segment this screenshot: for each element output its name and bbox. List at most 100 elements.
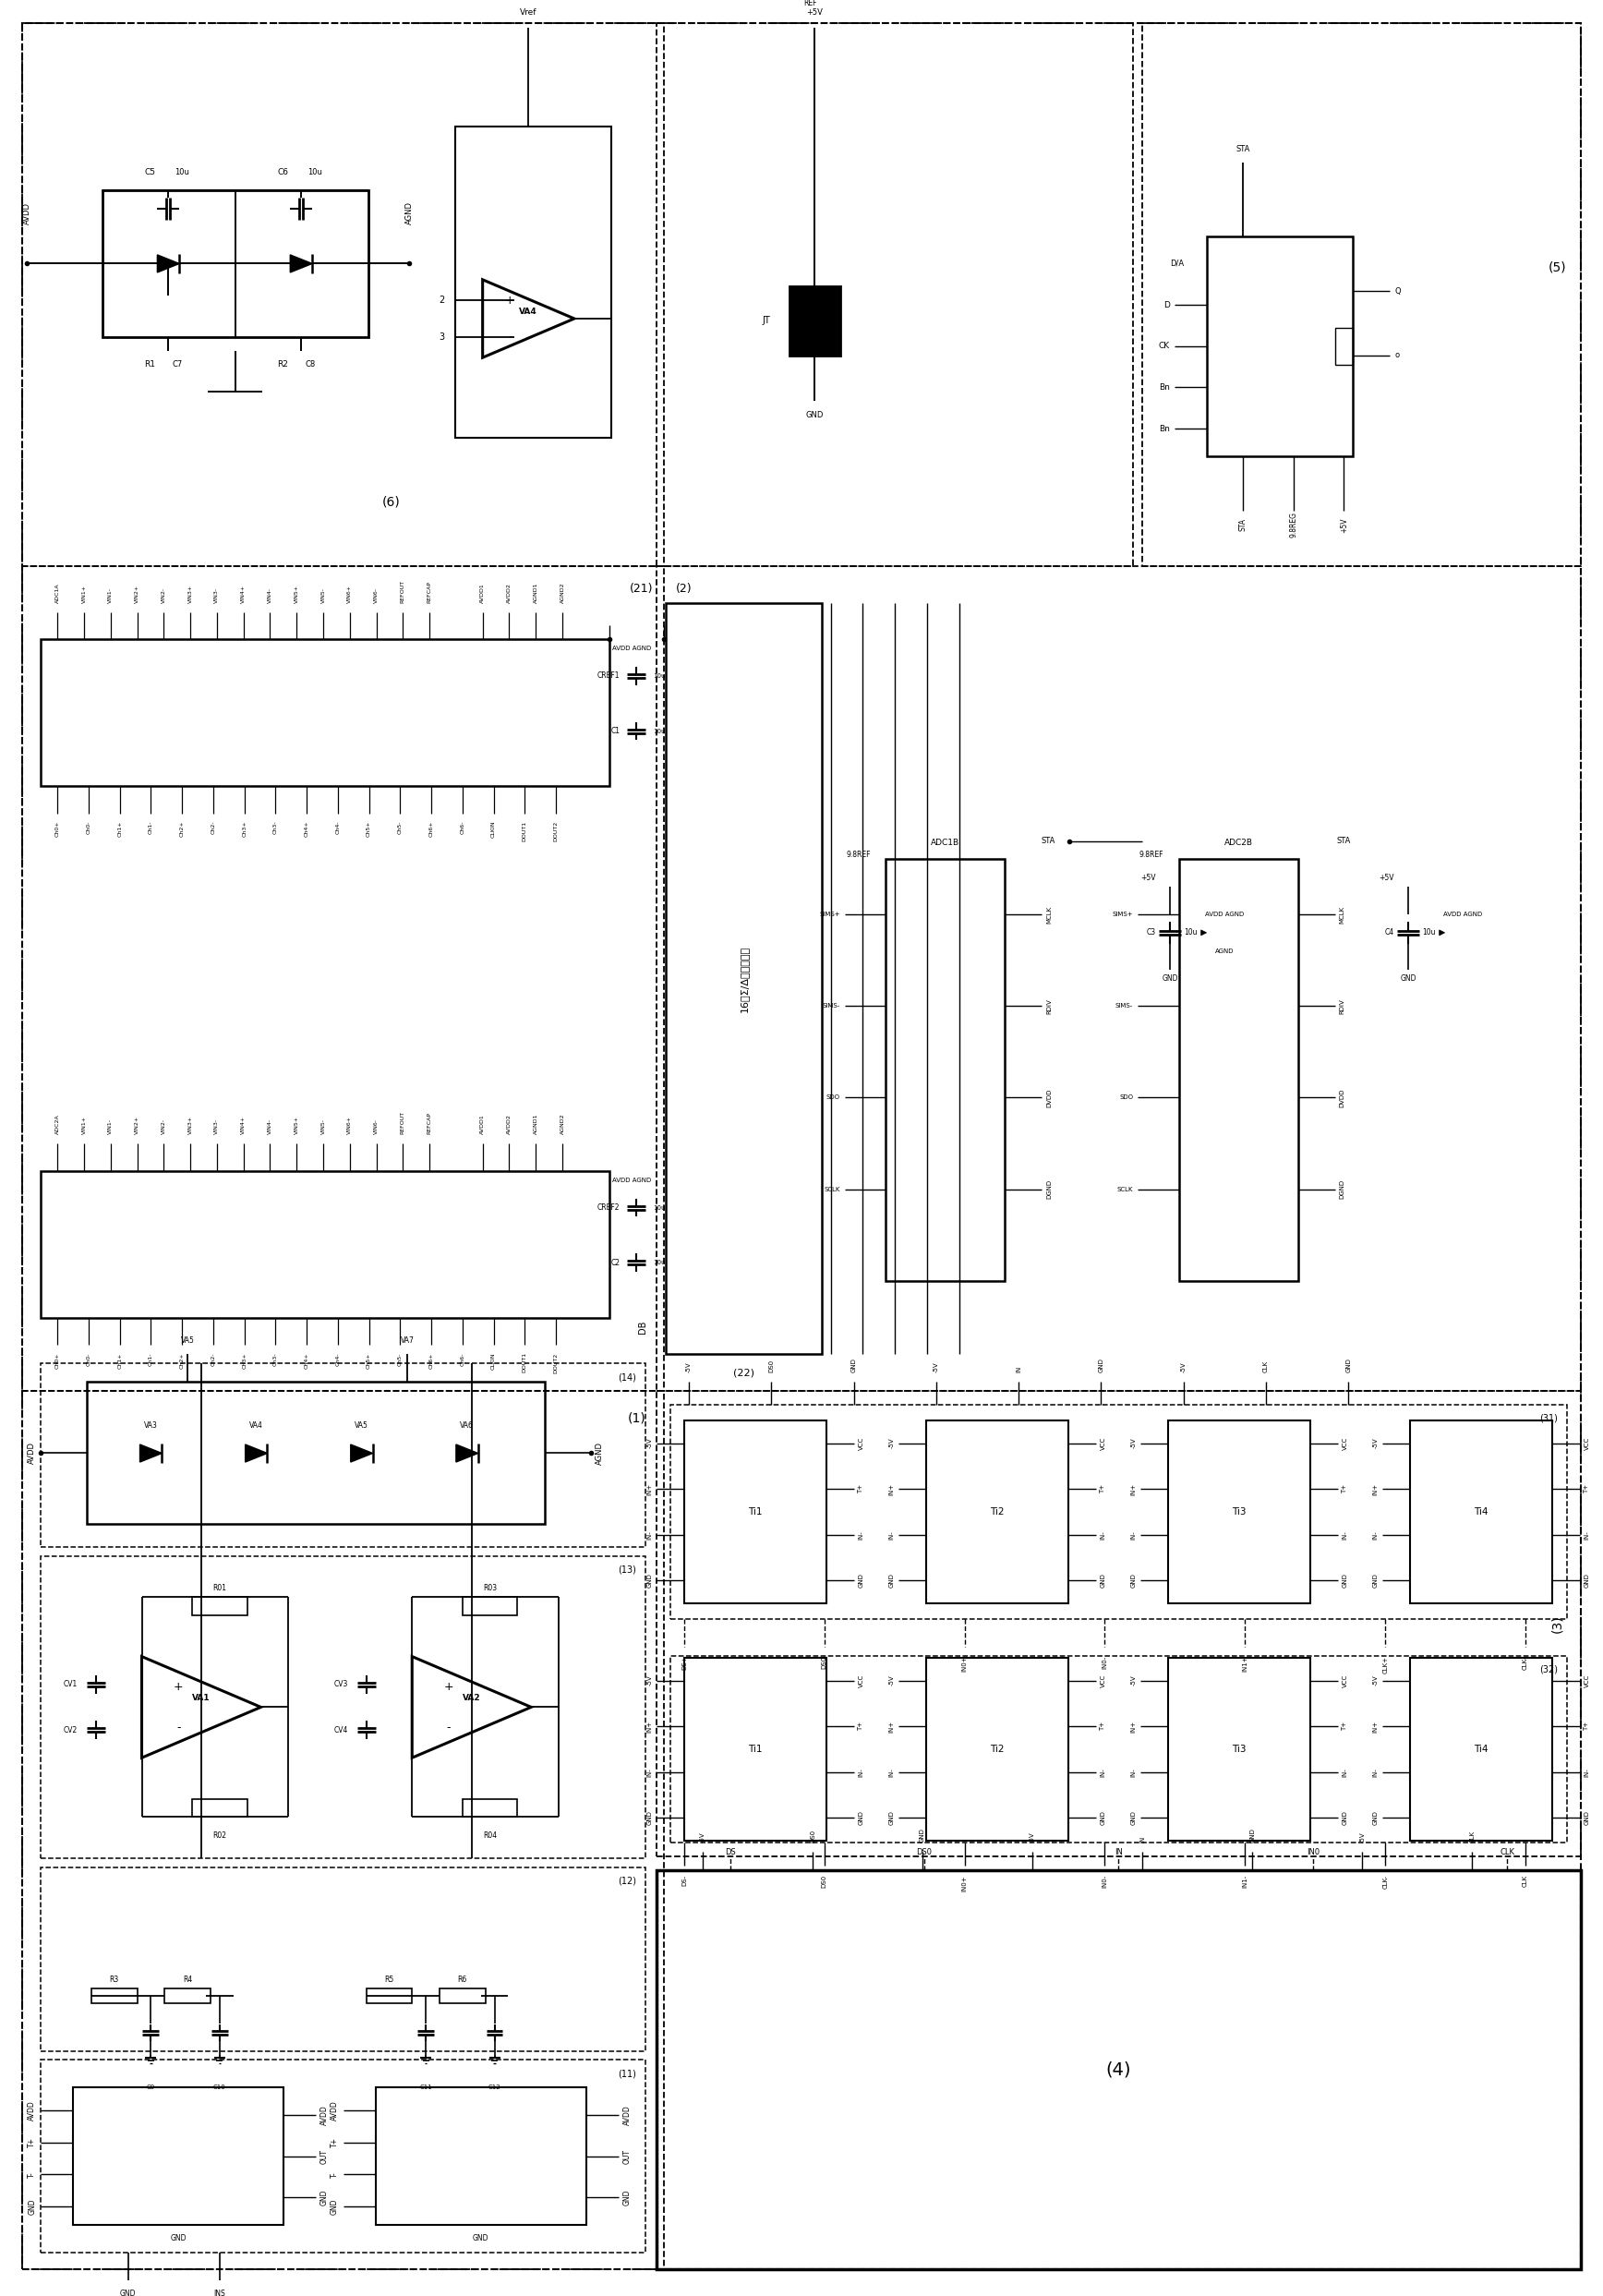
Text: R01: R01 <box>213 1584 226 1591</box>
Text: Ch2-: Ch2- <box>212 1352 215 1366</box>
Bar <box>42 638 609 785</box>
Polygon shape <box>139 1444 162 1463</box>
Text: GND: GND <box>1130 1812 1137 1825</box>
Text: Ch4-: Ch4- <box>335 1352 340 1366</box>
Text: GND: GND <box>330 2200 338 2216</box>
Text: Ch0-: Ch0- <box>87 822 91 833</box>
Text: GND: GND <box>29 2200 37 2216</box>
Text: Ch1+: Ch1+ <box>117 1352 122 1368</box>
Text: MCLK: MCLK <box>1047 905 1052 923</box>
Text: Ch2+: Ch2+ <box>180 822 184 838</box>
Text: T+: T+ <box>1584 1722 1590 1731</box>
Bar <box>165 1988 210 2002</box>
Text: IN0: IN0 <box>1306 1848 1319 1855</box>
Text: GND: GND <box>473 2234 489 2243</box>
Text: CLKIN: CLKIN <box>491 822 495 838</box>
Text: DS: DS <box>725 1848 736 1855</box>
Bar <box>1411 1421 1552 1603</box>
Text: Ti4: Ti4 <box>1473 1506 1488 1518</box>
Text: AVDD AGND: AVDD AGND <box>1205 912 1244 916</box>
Text: VIN1+: VIN1+ <box>82 1116 87 1134</box>
Bar <box>91 1988 138 2002</box>
Text: VA5: VA5 <box>181 1336 194 1345</box>
Text: GND: GND <box>1100 1573 1106 1589</box>
Text: GND: GND <box>1100 1812 1106 1825</box>
Text: CLK: CLK <box>1500 1848 1515 1855</box>
Text: T+: T+ <box>1584 1483 1590 1495</box>
Text: Bn: Bn <box>1159 383 1170 393</box>
Text: 10u: 10u <box>175 168 189 177</box>
Text: 10u: 10u <box>652 1261 665 1265</box>
Text: IN-: IN- <box>1130 1531 1137 1538</box>
Text: IN-: IN- <box>1342 1768 1348 1777</box>
Text: SIMS-: SIMS- <box>1116 1003 1133 1008</box>
Text: GND: GND <box>1347 1357 1351 1373</box>
Text: OUT: OUT <box>624 2149 632 2163</box>
Text: (31): (31) <box>1539 1414 1558 1424</box>
Text: IN-: IN- <box>1372 1768 1379 1777</box>
Text: VCC: VCC <box>1584 1674 1590 1688</box>
Text: AGND1: AGND1 <box>534 581 539 604</box>
Text: Ch0-: Ch0- <box>87 1352 91 1366</box>
Text: RDIV: RDIV <box>1340 999 1345 1015</box>
Bar <box>365 1988 412 2002</box>
Text: -5V: -5V <box>1372 1437 1379 1449</box>
Text: AVDD AGND: AVDD AGND <box>612 1178 651 1182</box>
Text: +: + <box>505 294 515 305</box>
Text: (2): (2) <box>676 583 692 595</box>
Text: DB: DB <box>638 1320 648 1334</box>
Text: Ch3-: Ch3- <box>273 822 277 833</box>
Text: IN-: IN- <box>1342 1531 1348 1538</box>
Text: -: - <box>447 1722 450 1733</box>
Text: 3: 3 <box>439 333 444 342</box>
Bar <box>665 604 822 1355</box>
Bar <box>657 23 1133 567</box>
Text: GND: GND <box>1250 1828 1255 1844</box>
Text: DOUT1: DOUT1 <box>523 1352 527 1373</box>
Text: Ch4-: Ch4- <box>335 822 340 833</box>
Text: OUT: OUT <box>321 2149 329 2163</box>
Text: (5): (5) <box>1548 262 1566 273</box>
Text: IN0+: IN0+ <box>962 1655 967 1671</box>
Text: -5V: -5V <box>888 1437 894 1449</box>
Text: -5V: -5V <box>1130 1437 1137 1449</box>
Text: -5V: -5V <box>933 1362 939 1373</box>
Text: T+: T+ <box>29 2138 37 2147</box>
Text: GND: GND <box>646 1573 652 1589</box>
Text: -5V: -5V <box>646 1437 652 1449</box>
Bar <box>1169 1421 1310 1603</box>
Text: Ch2-: Ch2- <box>212 822 215 833</box>
Text: IN-: IN- <box>858 1768 864 1777</box>
Text: VIN4-: VIN4- <box>268 1118 273 1134</box>
Bar <box>74 2087 284 2225</box>
Text: IN1+: IN1+ <box>1242 1655 1247 1671</box>
Text: GND: GND <box>888 1812 894 1825</box>
Text: CV2: CV2 <box>64 1727 77 1733</box>
Text: R02: R02 <box>213 1832 226 1839</box>
Text: (14): (14) <box>619 1373 636 1382</box>
Text: +5V: +5V <box>1141 872 1156 882</box>
Bar <box>455 126 611 439</box>
Text: VIN1+: VIN1+ <box>82 583 87 604</box>
Text: C3: C3 <box>1146 928 1156 937</box>
Text: Ti3: Ti3 <box>1231 1745 1246 1754</box>
Text: IN-: IN- <box>888 1531 894 1538</box>
Text: GND: GND <box>888 1573 894 1589</box>
Text: T+: T+ <box>858 1722 864 1731</box>
Text: -5V: -5V <box>1130 1676 1137 1685</box>
Text: VIN6+: VIN6+ <box>348 583 353 604</box>
Text: GND: GND <box>1342 1812 1348 1825</box>
Text: Q: Q <box>1395 287 1401 296</box>
Text: GND: GND <box>920 1828 925 1844</box>
Text: Ti2: Ti2 <box>991 1745 1005 1754</box>
Text: VIN2+: VIN2+ <box>135 1116 139 1134</box>
Text: GND: GND <box>1162 974 1178 983</box>
Text: AGND: AGND <box>1215 948 1234 953</box>
Text: IN+: IN+ <box>1372 1720 1379 1733</box>
Text: 10u: 10u <box>308 168 322 177</box>
Text: AVDD2: AVDD2 <box>507 583 511 604</box>
Text: (12): (12) <box>619 1876 636 1885</box>
Text: Ch5+: Ch5+ <box>367 1352 372 1368</box>
Bar <box>42 2060 646 2252</box>
Text: 10u: 10u <box>652 673 665 680</box>
